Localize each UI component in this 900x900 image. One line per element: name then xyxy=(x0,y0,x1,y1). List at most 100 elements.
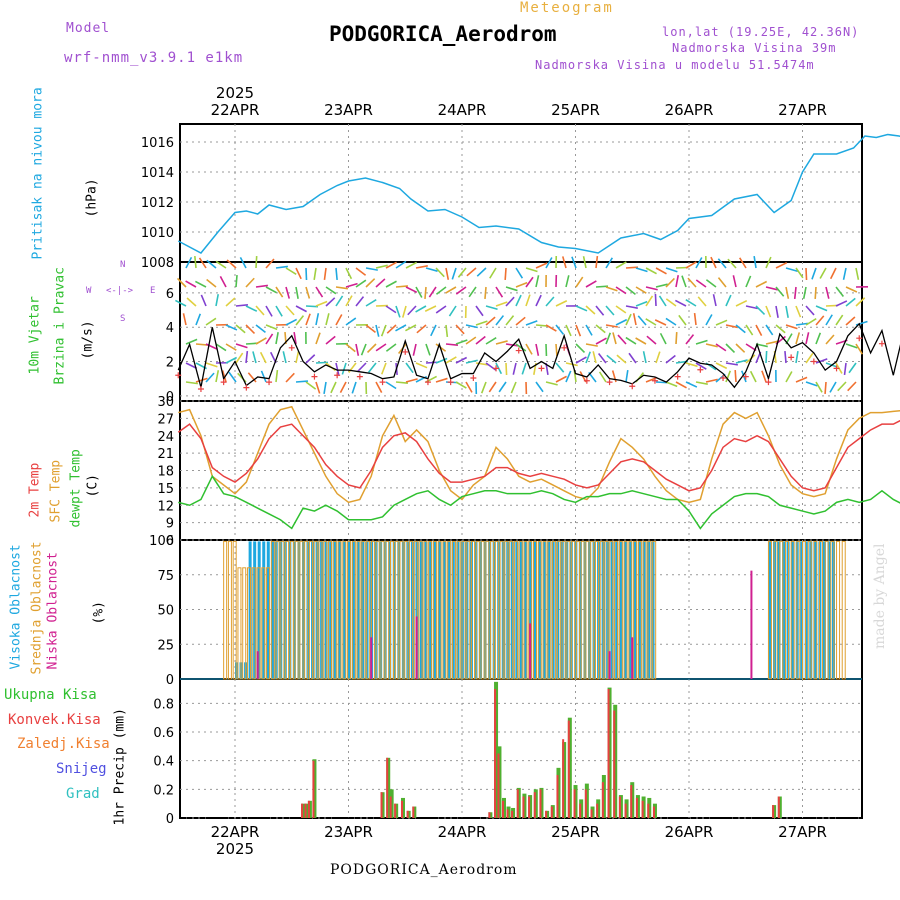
wind-arrow xyxy=(654,293,657,307)
wind-arrow xyxy=(545,257,553,269)
wind-arrow xyxy=(285,318,298,326)
cloud-mid-bar xyxy=(628,540,633,680)
precip-conv-bar xyxy=(400,800,403,818)
cloud-mid-bar xyxy=(347,540,352,680)
wind-arrow xyxy=(658,295,667,307)
footer-title: PODGORICA_Aerodrom xyxy=(330,862,518,878)
dewpoint-line xyxy=(178,474,900,530)
y-tick-label: 4 xyxy=(166,321,174,336)
cloud-high-bar xyxy=(447,541,451,679)
cloud-mid-bar xyxy=(232,540,237,680)
wind-arrow xyxy=(545,324,557,332)
wind-arrow xyxy=(825,334,835,345)
wind-arrow xyxy=(285,372,295,383)
wind-gust-marker xyxy=(356,373,363,380)
wind-arrow xyxy=(235,324,246,334)
y-tick-label: 6 xyxy=(166,287,174,302)
wind-arrow xyxy=(555,300,568,307)
cloud-mid-bar xyxy=(552,540,557,680)
wind-arrow xyxy=(635,267,648,273)
cloud-high-bar xyxy=(642,541,646,679)
wind-arrow xyxy=(245,324,256,335)
cloud-mid-bar xyxy=(647,540,652,680)
wind-arrow xyxy=(475,305,484,317)
wind-arrow xyxy=(405,324,417,332)
wind-arrow xyxy=(295,380,309,383)
wind-arrow xyxy=(785,371,793,383)
cloud-high-bar xyxy=(451,541,455,679)
wind-arrow xyxy=(842,267,847,280)
wind-arrow xyxy=(625,266,639,269)
wind-arrow xyxy=(628,352,637,364)
cloud-mid-bar xyxy=(802,540,806,680)
wind-arrow xyxy=(725,324,738,329)
bottom-day-label: 27APR xyxy=(778,823,827,841)
cloud-high-bar xyxy=(528,541,532,679)
cloud-mid-bar xyxy=(836,540,841,680)
precip-conv-bar xyxy=(596,803,599,818)
cloud-mid-bar xyxy=(819,540,824,680)
compass-north: N xyxy=(120,260,126,270)
precip-conv-bar xyxy=(406,810,409,818)
wind-arrow xyxy=(335,295,344,307)
cloud-mid-bar xyxy=(637,540,642,680)
wind-arrow xyxy=(315,381,321,394)
wind-arrow xyxy=(837,381,847,392)
wind-arrow xyxy=(659,332,667,345)
wind-gust-marker xyxy=(561,344,568,351)
cloud-mid-bar xyxy=(604,540,609,680)
wind-arrow xyxy=(385,280,397,288)
wind-arrow xyxy=(705,279,717,288)
wind-arrow xyxy=(489,267,497,279)
precip-conv-bar xyxy=(545,810,548,818)
wind-gust-marker xyxy=(266,379,273,386)
cloud-high-bar xyxy=(587,541,591,679)
wind-arrow xyxy=(592,351,597,364)
wind-arrow xyxy=(339,381,347,394)
cloud-mid-bar xyxy=(830,540,835,680)
wind-arrow xyxy=(475,335,486,345)
cloud-high-bar xyxy=(633,541,637,679)
wind-arrow xyxy=(805,318,817,326)
wind-arrow xyxy=(235,274,238,288)
cloud-mid-bar xyxy=(461,540,466,680)
wind-arrow xyxy=(815,332,822,345)
wind-arrow xyxy=(205,372,215,383)
cloud-high-bar xyxy=(420,541,424,679)
cloud-mid-bar xyxy=(294,540,299,680)
wind-arrow xyxy=(575,305,588,312)
wind-arrow xyxy=(565,324,572,337)
wind-arrow xyxy=(695,257,703,269)
top-day-label: 25APR xyxy=(551,101,600,119)
cloud-mid-bar xyxy=(824,540,829,680)
y-tick-label: 12 xyxy=(157,499,174,514)
y-tick-label: 0 xyxy=(166,673,174,688)
cloud-mid-bar xyxy=(223,540,228,680)
cloud-high-bar xyxy=(479,541,483,679)
wind-arrow xyxy=(775,324,786,334)
precip-conv-bar xyxy=(488,812,491,818)
wind-arrow xyxy=(205,317,217,326)
cloud-high-bar xyxy=(542,541,546,679)
wind-arrow xyxy=(575,356,587,364)
wind-arrow xyxy=(305,305,319,308)
wind-arrow xyxy=(512,362,517,375)
cloud-mid-bar xyxy=(547,540,552,680)
precip-conv-bar xyxy=(312,760,315,818)
wind-arrow xyxy=(466,267,477,277)
wind-arrow xyxy=(415,362,428,369)
cloud-mid-bar xyxy=(504,540,509,680)
wind-arrow xyxy=(761,370,767,383)
top-day-label: 27APR xyxy=(778,101,827,119)
wind-arrow xyxy=(705,378,718,383)
cloud-high-bar xyxy=(519,541,523,679)
wind-arrow xyxy=(275,305,283,317)
wind-arrow xyxy=(785,305,789,318)
wind-arrow xyxy=(195,343,209,346)
wind-arrow xyxy=(245,305,258,312)
wind-arrow xyxy=(488,381,497,393)
wind-arrow xyxy=(535,381,544,393)
cloud-high-bar xyxy=(782,541,786,679)
cloud-mid-bar xyxy=(409,540,414,680)
wind-arrow xyxy=(695,362,707,370)
